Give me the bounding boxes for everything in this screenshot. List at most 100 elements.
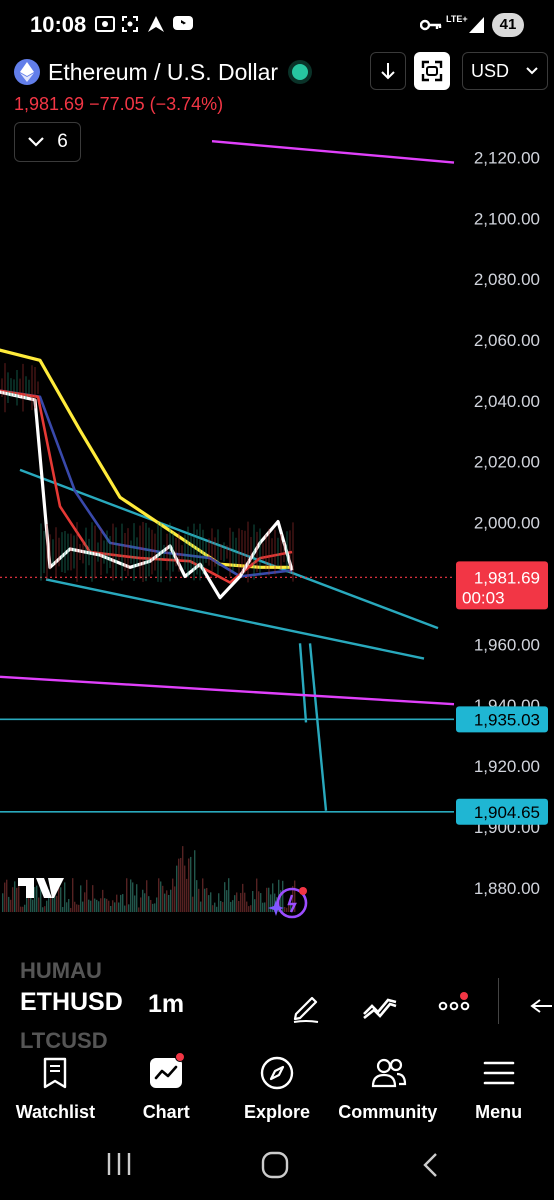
interval-button[interactable]: 1m <box>148 990 185 1018</box>
nav-menu[interactable]: Menu <box>443 1048 554 1128</box>
volume-bar <box>204 888 206 912</box>
trendline[interactable] <box>0 675 455 706</box>
price-scale-label: 2,120.00 <box>474 148 540 167</box>
chart-icon <box>149 1052 186 1090</box>
more-tools-button[interactable] <box>434 986 474 1026</box>
volume-bar <box>172 878 174 912</box>
volume-bar <box>236 892 238 912</box>
price-chart[interactable]: 2,120.00 2,100.00 2,080.00 2,060.00 2,040.00… <box>0 40 554 954</box>
volume-bar <box>274 893 276 912</box>
volume-bar <box>282 880 284 912</box>
nav-explore[interactable]: Explore <box>222 1048 333 1128</box>
recent-apps-icon <box>107 1153 131 1175</box>
undo-button[interactable] <box>524 986 554 1026</box>
trendline[interactable] <box>308 643 328 811</box>
volume-bar <box>258 891 260 912</box>
volume-bar <box>112 900 114 912</box>
volume-bar <box>170 889 172 912</box>
volume-bar <box>154 903 156 912</box>
symbol-carousel-next[interactable]: LTCUSD <box>20 1028 108 1053</box>
volume-bar <box>224 882 226 912</box>
volume-bar <box>208 895 210 912</box>
volume-bar <box>234 895 236 912</box>
level-price-badge-label: 1,935.03 <box>474 710 540 729</box>
gallery-notification-icon <box>94 14 116 39</box>
undo-icon <box>530 999 552 1013</box>
trendline[interactable] <box>45 578 425 660</box>
price-scale-label: 1,960.00 <box>474 635 540 654</box>
level-price-badge-label: 1,904.65 <box>474 803 540 822</box>
indicator-count: 6 <box>57 131 68 152</box>
volume-bar <box>82 901 84 912</box>
volume-bar <box>198 888 200 912</box>
volume-bar <box>240 892 242 912</box>
volume-bar <box>10 899 12 912</box>
volume-bar <box>256 878 258 912</box>
price-scale-label: 1,880.00 <box>474 879 540 898</box>
trendline[interactable] <box>19 468 439 630</box>
symbol-carousel-current[interactable]: ETHUSD <box>20 988 123 1016</box>
currency-select[interactable]: USD <box>462 52 548 90</box>
volume-bar <box>66 902 68 912</box>
nav-watchlist[interactable]: Watchlist <box>0 1048 111 1128</box>
volume-bar <box>118 902 120 912</box>
volume-bar <box>238 900 240 912</box>
volume-bar <box>34 887 36 912</box>
volume-bar <box>18 885 20 912</box>
volume-bar <box>146 880 148 912</box>
volume-bar <box>270 894 272 912</box>
volume-bar <box>74 901 76 912</box>
volume-bar <box>206 887 208 912</box>
indicators-toggle-button[interactable]: 6 <box>14 122 81 162</box>
volume-bar <box>162 885 164 912</box>
price-countdown-label: 00:03 <box>462 588 505 607</box>
volume-bar <box>280 890 282 912</box>
volume-bar <box>260 893 262 912</box>
volume-bar <box>200 901 202 912</box>
recent-apps-button[interactable] <box>104 1150 134 1183</box>
volume-bar <box>266 887 268 912</box>
trendline[interactable] <box>211 140 455 164</box>
volume-bar <box>186 878 188 912</box>
status-bar: 10:08 LTE+ 41 <box>0 0 554 52</box>
volume-bar <box>38 897 40 912</box>
nav-chart[interactable]: Chart <box>111 1048 222 1128</box>
volume-bar <box>64 882 66 912</box>
chart-canvas[interactable]: 2,120.00 2,100.00 2,080.00 2,060.00 2,040.00… <box>0 40 554 954</box>
arrow-down-icon <box>381 63 395 80</box>
volume-bar <box>252 891 254 912</box>
more-notifications-icon <box>176 11 186 47</box>
volume-bar <box>14 881 16 912</box>
volume-bar <box>46 900 48 912</box>
series-line <box>0 348 292 569</box>
symbol-header[interactable]: Ethereum / U.S. Dollar <box>14 56 309 88</box>
volume-bar <box>250 905 252 912</box>
ethereum-logo-icon <box>14 59 40 85</box>
ai-assistant-icon[interactable] <box>276 887 308 919</box>
nav-community[interactable]: Community <box>332 1048 443 1128</box>
volume-bar <box>84 892 86 912</box>
volume-bar <box>108 900 110 912</box>
trendline-tool-button[interactable] <box>360 986 400 1026</box>
price-change-line: 1,981.69 −77.05 (−3.74%) <box>14 94 224 114</box>
volume-bar <box>286 907 288 912</box>
home-button[interactable] <box>260 1150 290 1185</box>
volume-bar <box>158 878 160 912</box>
volume-bar <box>166 890 168 912</box>
fullscreen-button[interactable] <box>414 52 450 90</box>
sparkle-icon <box>268 900 284 916</box>
trendline[interactable] <box>298 643 308 723</box>
currency-value: USD <box>471 60 510 81</box>
volume-bar <box>272 883 274 912</box>
volume-bar <box>68 898 70 912</box>
symbol-carousel-prev[interactable]: HUMAU <box>20 958 102 983</box>
volume-bar <box>176 865 178 912</box>
drawing-tool-button[interactable] <box>286 986 326 1026</box>
back-icon <box>423 1153 437 1177</box>
scroll-to-realtime-button[interactable] <box>370 52 406 90</box>
back-button[interactable] <box>418 1150 444 1185</box>
volume-bar <box>190 856 192 912</box>
volume-bar <box>288 905 290 912</box>
toolbar-divider <box>498 978 499 1024</box>
symbol-title[interactable]: Ethereum / U.S. Dollar <box>48 58 279 85</box>
